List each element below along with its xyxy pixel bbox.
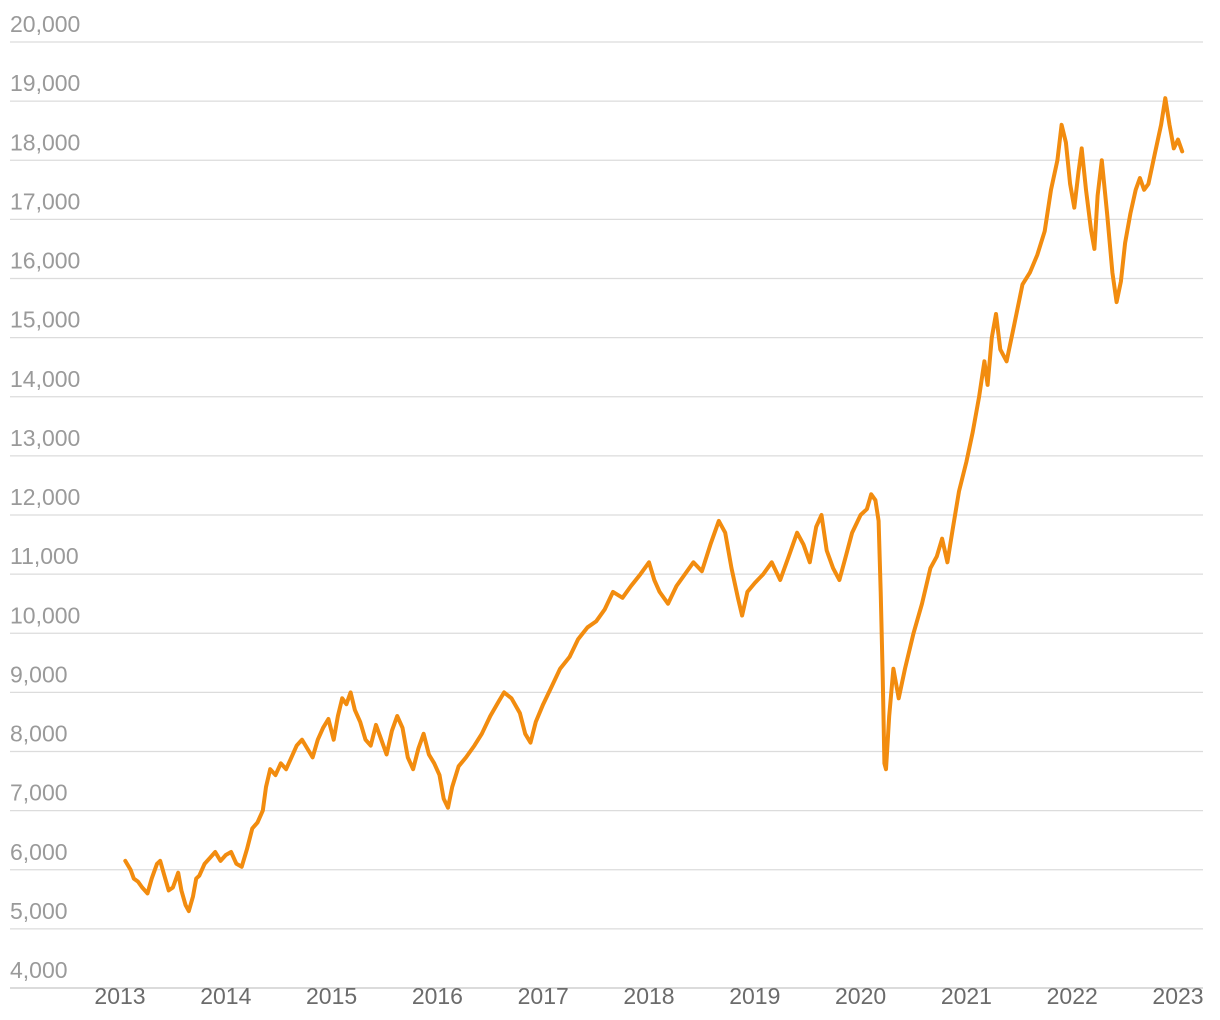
y-tick-label: 12,000 (10, 484, 80, 510)
y-tick-label: 8,000 (10, 721, 68, 747)
y-tick-label: 15,000 (10, 307, 80, 333)
y-tick-label: 19,000 (10, 70, 80, 96)
x-tick-label: 2013 (94, 983, 145, 1009)
x-tick-label: 2014 (200, 983, 251, 1009)
x-tick-label: 2019 (729, 983, 780, 1009)
x-tick-label: 2023 (1152, 983, 1203, 1009)
x-tick-label: 2015 (306, 983, 357, 1009)
y-tick-label: 16,000 (10, 248, 80, 274)
y-tick-label: 18,000 (10, 129, 80, 155)
x-tick-label: 2018 (623, 983, 674, 1009)
y-tick-label: 10,000 (10, 602, 80, 628)
y-tick-label: 7,000 (10, 780, 68, 806)
y-tick-label: 4,000 (10, 957, 68, 983)
y-tick-label: 6,000 (10, 839, 68, 865)
series-layer (123, 96, 1185, 914)
y-tick-label: 14,000 (10, 366, 80, 392)
x-tick-label: 2021 (941, 983, 992, 1009)
x-tick-label: 2022 (1047, 983, 1098, 1009)
x-tick-label: 2020 (835, 983, 886, 1009)
x-tick-label: 2016 (412, 983, 463, 1009)
y-tick-label: 11,000 (10, 543, 79, 569)
series-line (123, 96, 1185, 914)
grid-lines (10, 41, 1203, 989)
y-tick-label: 5,000 (10, 898, 68, 924)
y-tick-label: 17,000 (10, 188, 80, 214)
y-tick-label: 13,000 (10, 425, 80, 451)
y-tick-label: 9,000 (10, 661, 68, 687)
y-axis-tick-labels: 4,000 5,000 6,000 7,000 8,000 9,000 10,000 11,0… (10, 11, 80, 983)
x-axis-tick-labels: 2013 2014 2015 2016 2017 2018 2019 2020 2021 2022… (94, 983, 1203, 1009)
y-tick-label: 20,000 (10, 11, 80, 37)
x-tick-label: 2017 (518, 983, 569, 1009)
